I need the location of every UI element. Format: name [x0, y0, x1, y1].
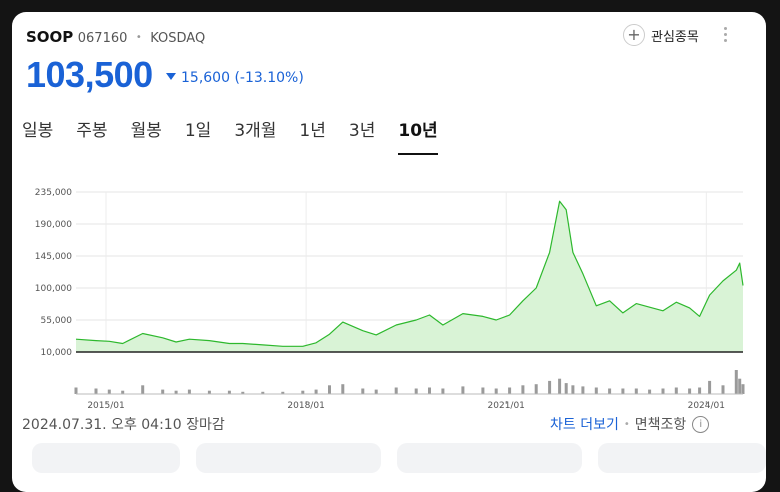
change-amount: 15,600	[181, 70, 230, 86]
tab-weekly[interactable]: 주봉	[76, 121, 108, 141]
tab-3-years[interactable]: 3년	[348, 121, 376, 141]
price-line	[75, 200, 744, 347]
tab-1-day[interactable]: 1일	[184, 121, 212, 141]
more-chart-link[interactable]: 차트 더보기	[550, 417, 619, 433]
volume-bar	[508, 387, 512, 394]
x-tick-label: 2018/01	[287, 401, 324, 410]
y-tick-label: 145,000	[35, 252, 72, 262]
watchlist-label: 관심종목	[651, 29, 699, 45]
y-tick-label: 235,000	[35, 188, 72, 198]
volume-bar	[634, 388, 638, 394]
tab-monthly[interactable]: 월봉	[130, 121, 162, 141]
volume-bar	[721, 385, 725, 394]
volume-bar	[534, 384, 538, 394]
volume-bar	[227, 390, 231, 394]
volume-bar	[241, 391, 245, 394]
volume-bar	[161, 389, 165, 394]
stock-name[interactable]: SOOP	[26, 28, 74, 46]
volume-bar	[608, 388, 612, 394]
y-tick-label: 10,000	[41, 348, 73, 358]
y-tick-label: 55,000	[41, 316, 73, 326]
volume-bar	[94, 388, 98, 394]
market-name: KOSDAQ	[150, 31, 206, 46]
volume-bar	[374, 389, 378, 394]
volume-bar	[558, 378, 562, 394]
volume-bar	[441, 388, 445, 394]
disclaimer-link[interactable]: 면책조항	[634, 417, 687, 433]
volume-bar	[341, 384, 345, 394]
bottom-card[interactable]	[397, 443, 582, 473]
period-tabs: 일봉 주봉 월봉 1일 3개월 1년 3년 10년	[22, 116, 461, 155]
price-change: 15,600 (-13.10%)	[166, 70, 304, 86]
volume-bar	[661, 388, 665, 394]
current-price: 103,500	[26, 54, 153, 95]
volume-bar	[674, 387, 678, 394]
volume-bar	[107, 389, 111, 394]
y-tick-label: 100,000	[35, 284, 72, 294]
chart-footer-links: 차트 더보기 • 면책조항 i	[550, 414, 710, 434]
volume-bar	[281, 391, 285, 394]
tab-3-months[interactable]: 3개월	[234, 121, 277, 141]
volume-bar	[734, 370, 738, 394]
tab-10-years[interactable]: 10년	[398, 116, 438, 155]
volume-bar	[121, 390, 125, 394]
stock-header: SOOP 067160 • KOSDAQ	[26, 28, 205, 46]
volume-bar	[594, 387, 598, 394]
volume-bar	[394, 387, 398, 394]
volume-bar	[741, 384, 745, 394]
market-timestamp: 2024.07.31. 오후 04:10 장마감	[22, 417, 225, 433]
plus-icon: +	[623, 24, 645, 46]
more-options-icon[interactable]	[724, 27, 728, 45]
volume-bar	[207, 390, 211, 394]
volume-bar	[74, 387, 78, 394]
bottom-card[interactable]	[32, 443, 180, 473]
volume-bar	[688, 388, 692, 394]
stock-code: 067160	[77, 31, 128, 46]
volume-bar	[738, 378, 742, 394]
price-area	[76, 201, 743, 352]
x-tick-label: 2024/01	[688, 401, 725, 410]
volume-bar	[521, 385, 525, 394]
volume-bar	[428, 387, 431, 394]
bottom-card[interactable]	[598, 443, 766, 473]
volume-bar	[414, 388, 418, 394]
volume-bar	[581, 386, 585, 394]
volume-bar	[187, 389, 191, 394]
x-tick-label: 2021/01	[488, 401, 525, 410]
y-tick-label: 190,000	[35, 220, 72, 230]
volume-bar	[481, 387, 485, 394]
volume-bar	[141, 385, 145, 394]
price-chart[interactable]: 235,000 190,000 145,000 100,000 55,000 10,000…	[18, 172, 746, 410]
volume-bar	[698, 387, 702, 394]
tab-daily[interactable]: 일봉	[22, 121, 54, 141]
volume-bar	[174, 390, 178, 394]
volume-bar	[361, 388, 365, 394]
volume-bar	[261, 391, 265, 394]
bottom-card[interactable]	[196, 443, 381, 473]
volume-bar	[301, 390, 305, 394]
volume-bar	[461, 386, 465, 394]
volume-bar	[648, 389, 652, 394]
change-percent: (-13.10%)	[234, 70, 304, 86]
watchlist-button[interactable]: + 관심종목	[623, 24, 699, 46]
volume-bar	[564, 383, 568, 394]
tab-1-year[interactable]: 1년	[299, 121, 326, 141]
volume-bar	[494, 388, 498, 394]
volume-bar	[571, 385, 575, 394]
header-separator: •	[135, 32, 142, 43]
info-icon[interactable]: i	[692, 415, 710, 433]
volume-bar	[621, 388, 625, 394]
x-tick-label: 2015/01	[87, 401, 124, 410]
volume-bar	[314, 389, 318, 394]
volume-bar	[548, 380, 552, 394]
volume-bar	[708, 380, 712, 394]
footer-separator: •	[623, 418, 630, 430]
volume-bar	[328, 385, 331, 394]
stock-card	[12, 12, 766, 492]
down-arrow-icon	[166, 73, 176, 80]
